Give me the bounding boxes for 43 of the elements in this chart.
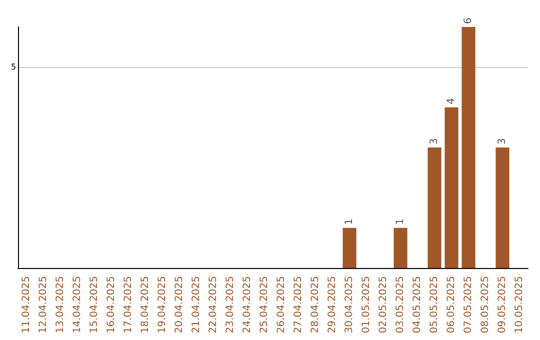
x-tick-label: 14.04.2025 <box>72 276 84 334</box>
x-tick-label: 02.05.2025 <box>378 276 390 334</box>
x-tick-label: 10.05.2025 <box>514 276 525 334</box>
x-tick-label: 13.04.2025 <box>55 276 66 334</box>
bar <box>462 27 476 268</box>
x-tick-label: 18.04.2025 <box>140 276 152 334</box>
x-tick-label: 30.04.2025 <box>344 276 356 334</box>
x-tick-label: 04.05.2025 <box>412 276 424 334</box>
x-tick-label: 24.04.2025 <box>242 276 254 334</box>
bar <box>444 107 458 268</box>
x-tick-label: 03.05.2025 <box>395 276 406 334</box>
data-label: 1 <box>344 218 356 225</box>
bar <box>428 148 442 268</box>
x-tick-label: 09.05.2025 <box>497 276 508 334</box>
x-tick-label: 12.04.2025 <box>38 276 50 334</box>
x-tick-label: 25.04.2025 <box>259 276 270 334</box>
x-tick-label: 17.04.2025 <box>123 276 134 334</box>
data-label: 6 <box>463 18 474 24</box>
x-tick-label: 15.04.2025 <box>89 276 100 334</box>
bar <box>496 148 510 268</box>
x-tick-label: 26.04.2025 <box>276 276 288 334</box>
bar <box>342 228 356 268</box>
x-tick-label: 20.04.2025 <box>174 276 186 334</box>
data-label: 1 <box>395 218 406 225</box>
bar <box>394 228 408 268</box>
x-tick-label: 29.04.2025 <box>327 276 338 334</box>
x-tick-label: 01.05.2025 <box>361 276 372 334</box>
x-tick-label: 28.04.2025 <box>310 276 322 334</box>
data-label: 4 <box>446 98 458 104</box>
x-tick-label: 21.04.2025 <box>191 276 202 334</box>
x-tick-label: 05.05.2025 <box>429 276 440 334</box>
x-tick-label: 16.04.2025 <box>106 276 118 334</box>
data-label: 3 <box>497 138 508 144</box>
x-tick-label: 07.05.2025 <box>463 276 474 334</box>
x-tick-label: 22.04.2025 <box>208 276 220 334</box>
data-label: 3 <box>429 138 440 144</box>
x-tick-label: 27.04.2025 <box>293 276 304 334</box>
x-tick-label: 11.04.2025 <box>21 276 32 334</box>
x-tick-label: 08.05.2025 <box>480 276 492 334</box>
y-tick-label: 5 <box>10 62 16 72</box>
x-tick-label: 06.05.2025 <box>446 276 458 334</box>
x-tick-label: 19.04.2025 <box>157 276 168 334</box>
x-tick-label: 23.04.2025 <box>225 276 236 334</box>
